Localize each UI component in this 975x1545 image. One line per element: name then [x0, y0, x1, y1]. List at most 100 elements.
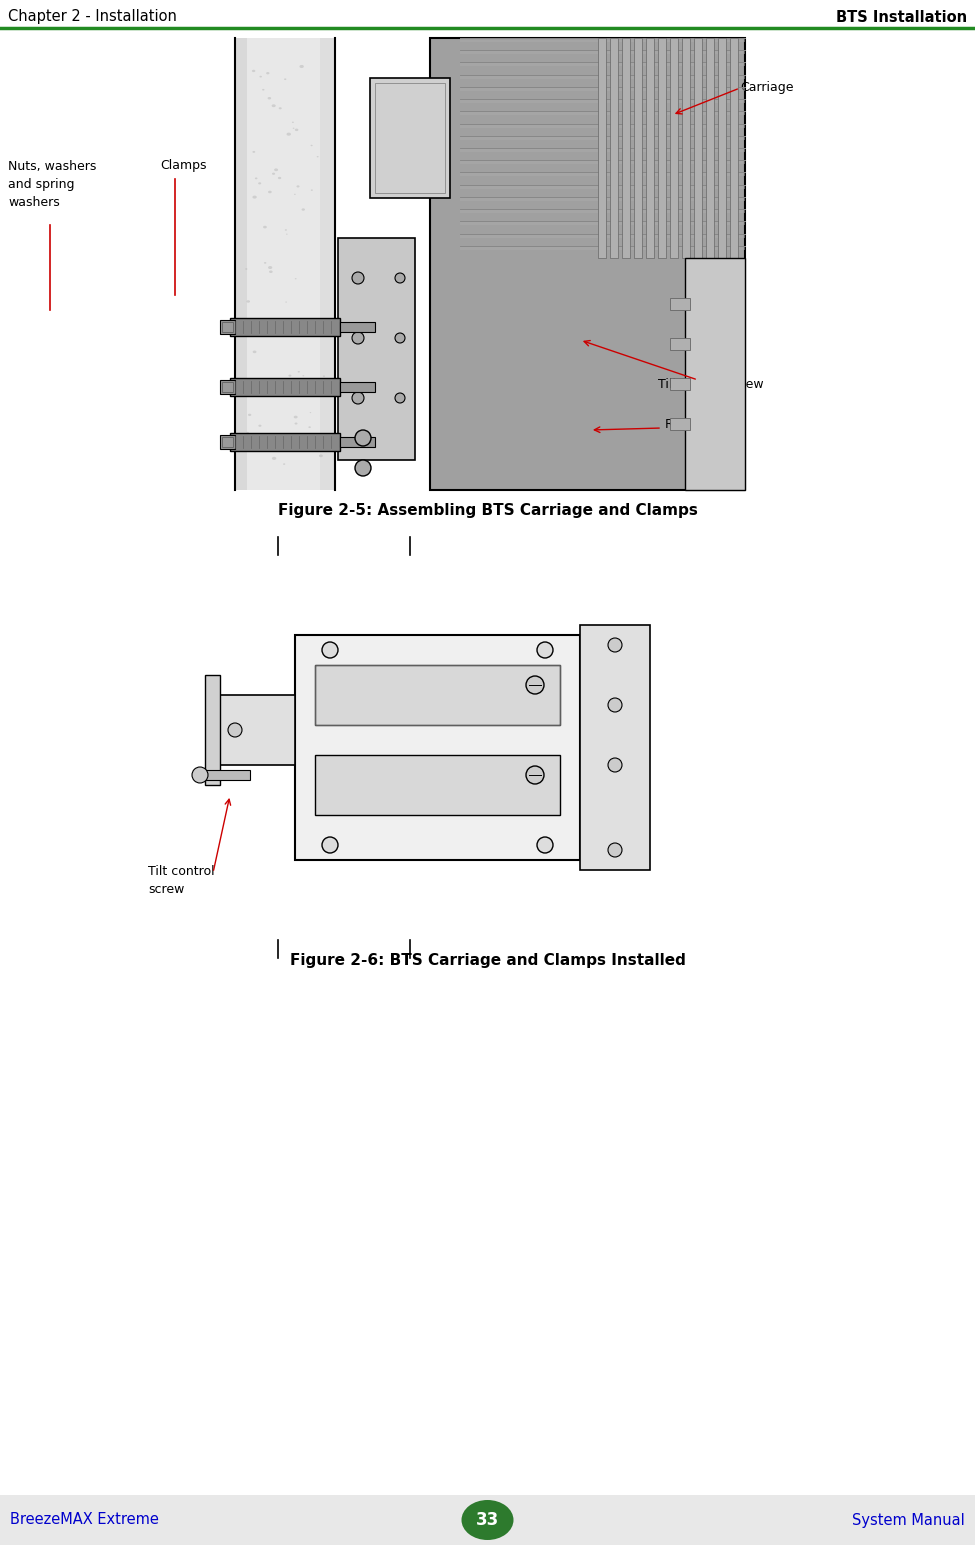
Ellipse shape	[319, 454, 323, 457]
Ellipse shape	[279, 107, 282, 110]
Bar	[460, 185, 745, 188]
Bar	[320, 39, 335, 490]
Bar	[430, 39, 745, 490]
Bar	[315, 756, 560, 816]
Ellipse shape	[284, 79, 287, 80]
Ellipse shape	[228, 723, 242, 737]
Ellipse shape	[264, 263, 266, 264]
Ellipse shape	[272, 457, 276, 460]
Ellipse shape	[192, 766, 208, 783]
Ellipse shape	[259, 76, 262, 77]
Bar	[460, 62, 745, 66]
Bar	[682, 39, 690, 258]
Ellipse shape	[299, 65, 304, 68]
Ellipse shape	[258, 425, 261, 426]
Ellipse shape	[352, 272, 364, 284]
Bar	[235, 39, 335, 490]
Text: Clamps: Clamps	[160, 159, 207, 173]
Bar	[168, 39, 715, 490]
Bar	[220, 320, 235, 334]
Ellipse shape	[278, 176, 281, 179]
Ellipse shape	[273, 448, 277, 451]
Bar	[670, 338, 690, 351]
Ellipse shape	[272, 105, 276, 107]
Ellipse shape	[395, 273, 405, 283]
Text: Tilt control
screw: Tilt control screw	[148, 865, 214, 896]
Text: Figure 2-5: Assembling BTS Carriage and Clamps: Figure 2-5: Assembling BTS Carriage and …	[278, 502, 697, 518]
Ellipse shape	[301, 209, 305, 210]
Text: Till control screw: Till control screw	[658, 379, 763, 391]
Ellipse shape	[526, 677, 544, 694]
Bar	[706, 39, 714, 258]
Bar	[718, 39, 726, 258]
Ellipse shape	[258, 182, 261, 184]
Bar	[670, 298, 690, 311]
Bar	[460, 99, 745, 104]
Ellipse shape	[293, 416, 297, 419]
Bar	[460, 221, 745, 226]
Bar	[460, 87, 745, 91]
Ellipse shape	[395, 392, 405, 403]
Bar	[634, 39, 642, 258]
Bar	[222, 321, 233, 332]
Ellipse shape	[608, 844, 622, 857]
Ellipse shape	[322, 643, 338, 658]
Ellipse shape	[252, 70, 255, 73]
Text: Chapter 2 - Installation: Chapter 2 - Installation	[8, 9, 176, 25]
Bar	[295, 635, 580, 861]
Bar	[340, 382, 375, 392]
Ellipse shape	[255, 440, 260, 442]
Ellipse shape	[294, 128, 298, 131]
Text: System Manual: System Manual	[852, 1513, 965, 1528]
Ellipse shape	[248, 414, 252, 416]
Bar	[315, 664, 560, 725]
Ellipse shape	[253, 351, 256, 354]
Bar	[220, 436, 235, 450]
Text: Carriage: Carriage	[740, 82, 794, 94]
Bar	[235, 39, 247, 490]
Bar	[460, 148, 745, 151]
Ellipse shape	[262, 90, 264, 91]
Bar	[460, 111, 745, 116]
Ellipse shape	[297, 371, 300, 372]
Bar	[460, 196, 745, 201]
Bar	[230, 318, 340, 335]
Ellipse shape	[268, 266, 272, 269]
Bar	[222, 437, 233, 447]
Bar	[200, 769, 250, 780]
Ellipse shape	[294, 422, 297, 425]
Bar	[215, 695, 295, 765]
Ellipse shape	[263, 226, 267, 229]
Ellipse shape	[395, 334, 405, 343]
Bar	[670, 419, 690, 430]
Bar	[694, 39, 702, 258]
Bar	[315, 664, 560, 725]
Bar	[670, 379, 690, 389]
Ellipse shape	[537, 837, 553, 853]
Bar	[220, 380, 235, 394]
Ellipse shape	[269, 270, 273, 273]
Bar	[610, 39, 618, 258]
Ellipse shape	[268, 190, 272, 193]
Ellipse shape	[296, 185, 299, 187]
Ellipse shape	[254, 178, 257, 179]
Ellipse shape	[355, 460, 371, 476]
Bar	[460, 39, 745, 42]
Ellipse shape	[608, 638, 622, 652]
Ellipse shape	[283, 464, 286, 465]
Bar	[230, 433, 340, 451]
Bar	[580, 626, 650, 870]
Bar	[340, 321, 375, 332]
Ellipse shape	[355, 430, 371, 447]
Ellipse shape	[352, 392, 364, 403]
Ellipse shape	[289, 374, 292, 377]
Bar	[658, 39, 666, 258]
Ellipse shape	[352, 332, 364, 345]
Text: BreezeMAX Extreme: BreezeMAX Extreme	[10, 1513, 159, 1528]
Bar	[460, 161, 745, 164]
Ellipse shape	[272, 173, 275, 175]
Ellipse shape	[308, 426, 311, 428]
Text: Figure 2-6: BTS Carriage and Clamps Installed: Figure 2-6: BTS Carriage and Clamps Inst…	[290, 953, 685, 967]
Bar	[460, 74, 745, 79]
Bar	[460, 246, 745, 250]
